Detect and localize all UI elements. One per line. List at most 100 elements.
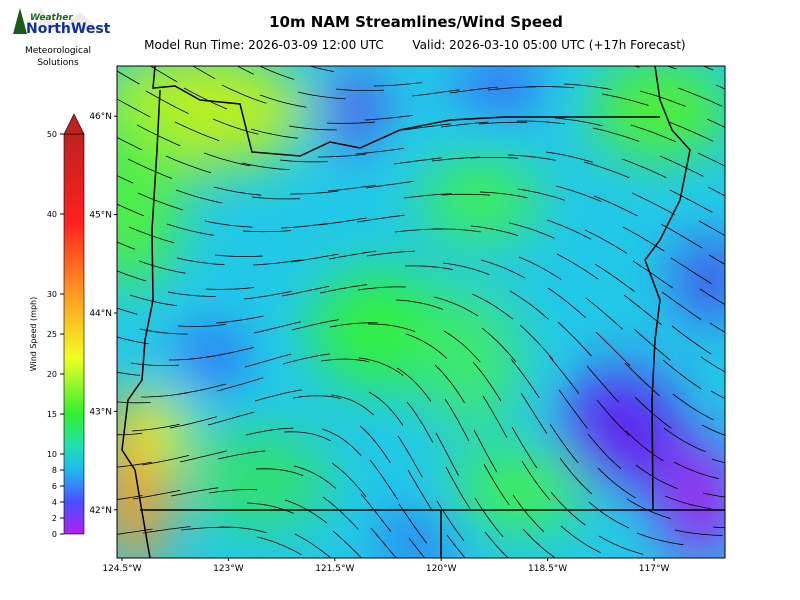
streamline: [669, 189, 713, 213]
streamline: [248, 571, 292, 589]
streamline: [558, 389, 588, 429]
streamline: [141, 455, 190, 466]
axes: 124.5°W 123°W 121.5°W 120°W 118.5°W 117°W 42°N…: [47, 112, 670, 574]
streamline: [444, 398, 470, 441]
streamline: [370, 527, 397, 558]
streamline: [402, 123, 451, 131]
streamline: [483, 463, 510, 506]
streamline: [174, 121, 220, 142]
streamline: [440, 52, 488, 59]
streamline: [660, 223, 703, 249]
streamline: [554, 117, 603, 127]
streamline: [142, 526, 191, 534]
streamline: [624, 362, 661, 397]
streamline: [166, 223, 214, 236]
streamline: [360, 493, 392, 532]
streamline: [517, 188, 565, 201]
streamline: [179, 450, 227, 463]
streamline: [320, 358, 369, 363]
streamline: [517, 120, 565, 125]
streamline: [512, 494, 545, 532]
streamline: [521, 460, 551, 501]
streamline: [481, 327, 517, 363]
streamline: [745, 129, 788, 150]
streamline: [290, 253, 339, 263]
streamline: [290, 190, 338, 195]
streamline: [297, 91, 346, 100]
streamline: [403, 193, 452, 199]
streamline: [259, 66, 295, 80]
x-tick-label: 123°W: [213, 564, 244, 574]
streamline: [469, 157, 519, 159]
logo-brand-main: NorthWest: [26, 21, 111, 37]
y-tick-label: 42°N: [89, 506, 112, 516]
streamline: [739, 367, 784, 384]
streamline: [175, 189, 223, 204]
streamline: [368, 323, 416, 332]
streamline: [281, 285, 330, 297]
streamline: [117, 98, 151, 118]
streamline: [326, 121, 376, 124]
streamline: [433, 296, 479, 317]
streamline: [548, 355, 580, 394]
streamline: [369, 459, 398, 500]
streamline: [241, 162, 290, 171]
streamline: [358, 357, 404, 376]
streamline: [215, 315, 264, 324]
logo-tagline: Meteorological: [25, 46, 91, 56]
streamline: [557, 321, 592, 357]
streamline: [117, 270, 147, 282]
streamline: [673, 461, 719, 479]
streamline: [659, 155, 704, 177]
streamline: [291, 319, 339, 331]
streamline: [746, 197, 789, 218]
streamline: [518, 256, 562, 280]
x-tick-label: 120°W: [426, 564, 457, 574]
coastline: [121, 89, 161, 558]
streamline: [282, 353, 330, 365]
streamline: [294, 533, 332, 558]
streamline: [471, 293, 513, 320]
streamline: [522, 528, 556, 558]
streamline: [631, 192, 675, 216]
streamline: [355, 148, 404, 155]
streamline: [747, 265, 790, 286]
streamline: [407, 469, 434, 512]
streamline: [559, 457, 592, 495]
streamline: [362, 562, 396, 596]
streamline: [511, 426, 538, 469]
x-tick-label: 124.5°W: [102, 564, 141, 574]
streamline: [712, 526, 725, 529]
streamline: [292, 395, 341, 399]
streamline: [250, 128, 299, 139]
streamline: [117, 175, 134, 184]
streamline: [701, 424, 725, 436]
streamline: [672, 393, 714, 421]
streamline: [130, 362, 179, 366]
streamline: [440, 121, 489, 128]
streamline: [366, 250, 415, 257]
streamline: [674, 529, 723, 536]
streamline: [588, 501, 630, 529]
streamline: [279, 159, 328, 163]
streamline: [393, 157, 442, 165]
streamline: [214, 254, 263, 257]
streamline: [208, 489, 257, 494]
colorbar-tick-label: 10: [47, 450, 57, 459]
streamline: [170, 487, 219, 497]
streamline: [480, 259, 526, 279]
streamline: [472, 361, 502, 402]
streamline: [662, 359, 702, 390]
streamline: [666, 564, 714, 567]
washington-border: [152, 66, 660, 157]
streamline: [400, 572, 433, 600]
logo-tree: [13, 8, 27, 34]
streamline: [402, 57, 450, 62]
streamline: [479, 191, 528, 199]
streamline: [236, 66, 255, 75]
colorbar-label: Wind Speed (mph): [29, 297, 38, 371]
streamline: [245, 427, 294, 436]
colorbar-tick-label: 20: [47, 370, 57, 379]
streamline: [661, 291, 702, 321]
